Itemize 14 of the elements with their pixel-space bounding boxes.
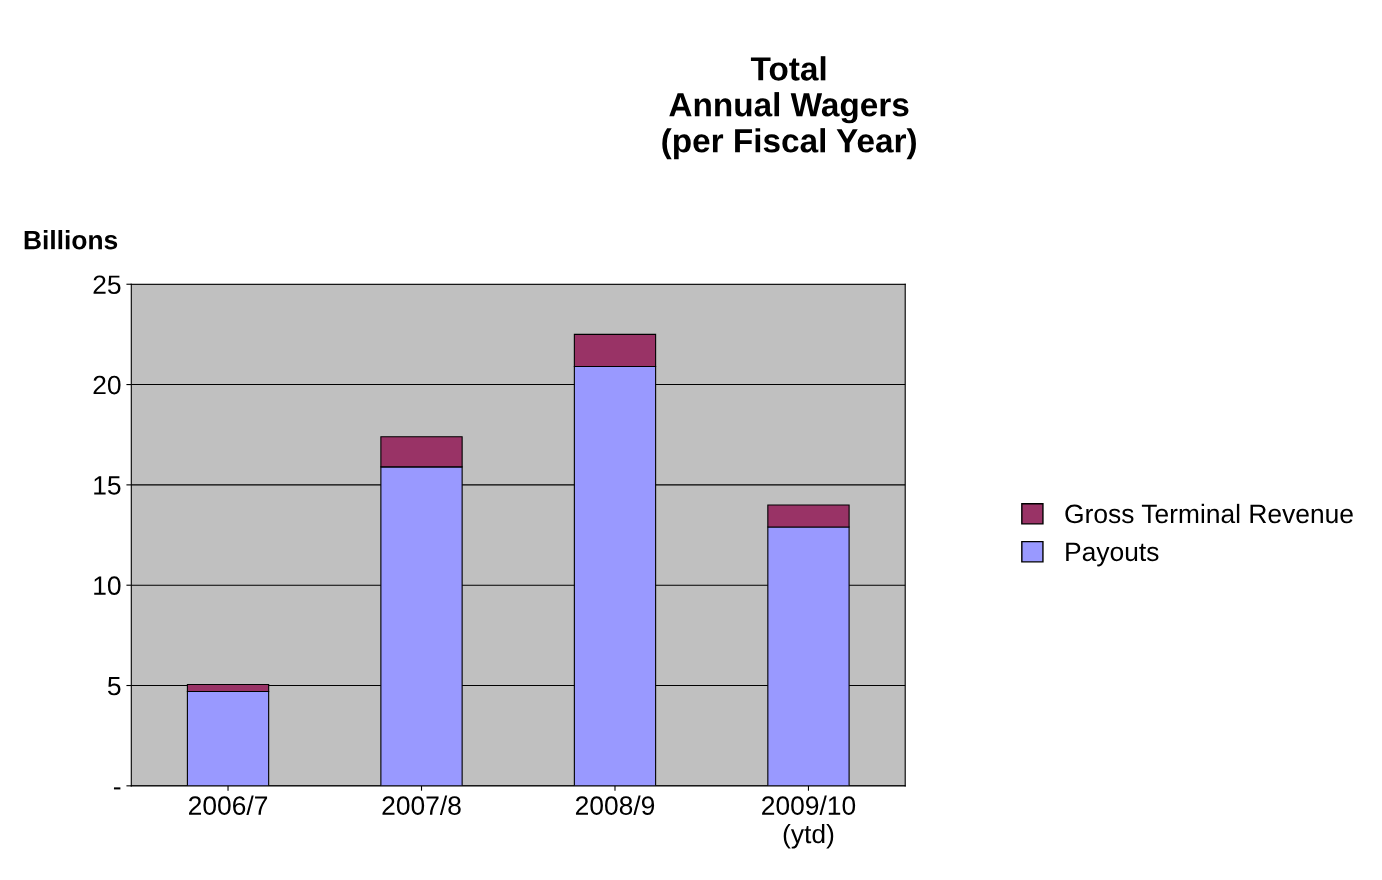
x-tick-label: 2009/10 (ytd): [762, 795, 856, 849]
y-tick-label: 10: [94, 576, 121, 596]
y-tick-label: 15: [94, 476, 121, 495]
y-tick-label: 5: [107, 676, 121, 696]
legend-label: Payouts: [1066, 542, 1159, 567]
y-tick-label: 25: [93, 275, 121, 295]
legend-label: Gross Terminal Revenue: [1065, 503, 1353, 524]
y-tick-label: -: [113, 787, 121, 790]
x-tick-label: 2007/8: [382, 795, 461, 815]
y-tick-label: 20: [93, 375, 121, 395]
x-tick-label: 2008/9: [575, 795, 655, 815]
chart-title: Total Annual Wagers (per Fiscal Year): [662, 56, 916, 160]
y-axis-title: Billions: [24, 230, 118, 250]
x-tick-label: 2006/7: [189, 795, 268, 815]
